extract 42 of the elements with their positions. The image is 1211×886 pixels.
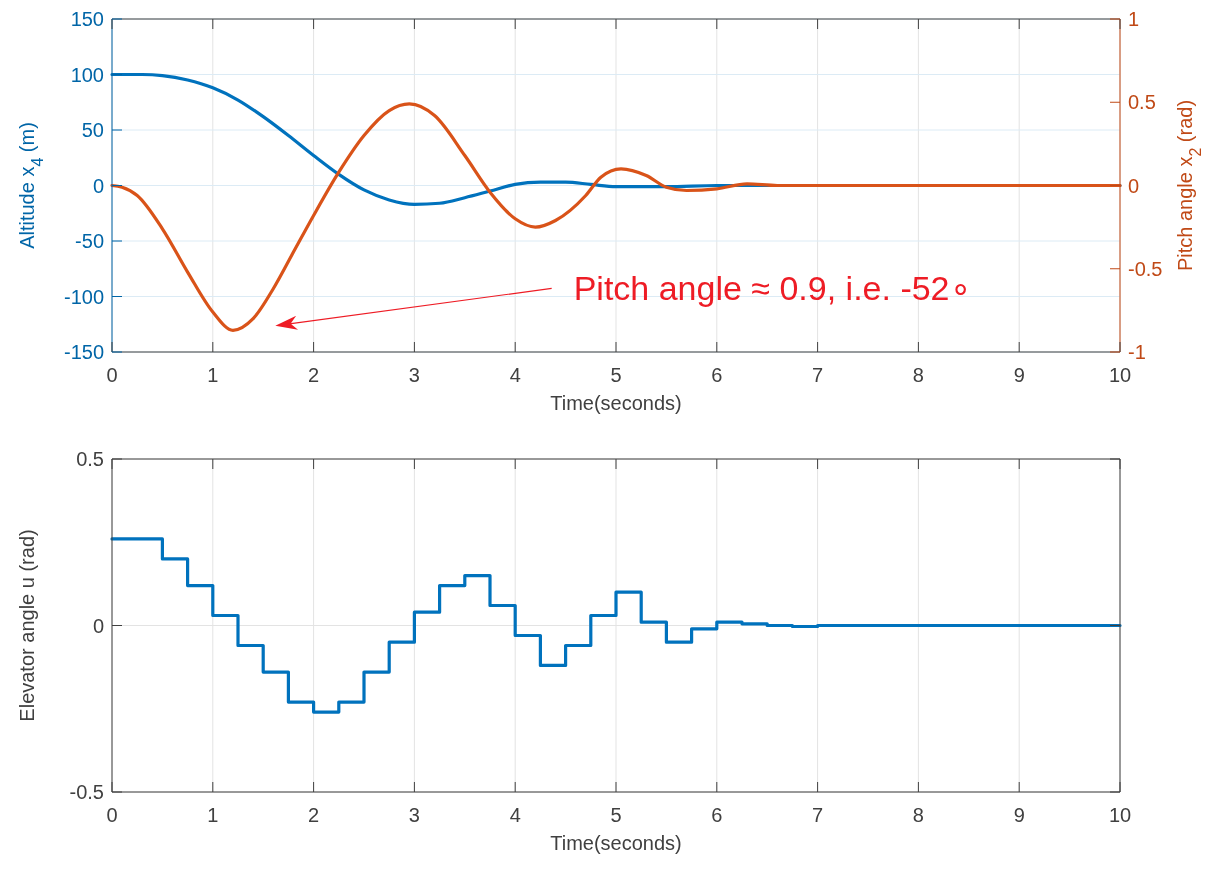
y-tick-label: -0.5	[69, 781, 104, 803]
x-tick-label: 2	[308, 364, 320, 386]
x-tick-label: 4	[509, 804, 521, 826]
x-tick-label: 8	[912, 804, 924, 826]
line-series	[110, 102, 1122, 332]
x-tick-label: 3	[408, 804, 420, 826]
y-tick-label: 0	[92, 614, 104, 637]
y-axis-title: Elevator angle u (rad)	[16, 529, 38, 722]
x-tick-label: 6	[711, 804, 723, 826]
y-tick-label: -50	[75, 230, 104, 252]
x-tick-label: 9	[1013, 364, 1025, 386]
x-tick-label: 6	[711, 364, 723, 386]
y2-tick-label: -1	[1128, 341, 1146, 363]
y2-tick-label: 0.5	[1128, 91, 1156, 114]
x-tick-label: 9	[1013, 804, 1025, 826]
x-tick-label: 10	[1108, 804, 1132, 826]
x-tick-label: 1	[207, 804, 219, 826]
y-tick-label: -100	[63, 285, 104, 308]
x-tick-label: 8	[912, 364, 924, 386]
x-axis-title: Time(seconds)	[550, 832, 682, 854]
x-tick-label: 10	[1108, 364, 1132, 386]
x-tick-label: 3	[408, 364, 420, 386]
x-tick-label: 0	[106, 804, 118, 826]
x-tick-label: 5	[610, 364, 622, 386]
y2-tick-label: 1	[1128, 8, 1140, 30]
y-tick-label: -150	[63, 341, 104, 363]
x-tick-label: 7	[812, 804, 824, 826]
y-tick-label: 50	[81, 119, 104, 141]
y2-tick-label: -0.5	[1128, 257, 1163, 280]
x-tick-label: 4	[509, 364, 521, 386]
x-tick-label: 5	[610, 804, 622, 826]
y-tick-label: 0	[92, 174, 104, 197]
y-tick-label: 100	[70, 63, 104, 86]
x-tick-label: 2	[308, 804, 320, 826]
x-tick-label: 0	[106, 364, 118, 386]
annotation: Pitch angle ≈ 0.9, i.e. -52∘	[573, 269, 971, 308]
x-tick-label: 7	[812, 364, 824, 386]
y2-tick-label: 0	[1128, 174, 1140, 197]
x-tick-label: 1	[207, 364, 219, 386]
y-tick-label: 150	[70, 8, 104, 30]
x-axis-title: Time(seconds)	[550, 392, 682, 414]
y-tick-label: 0.5	[76, 448, 104, 470]
